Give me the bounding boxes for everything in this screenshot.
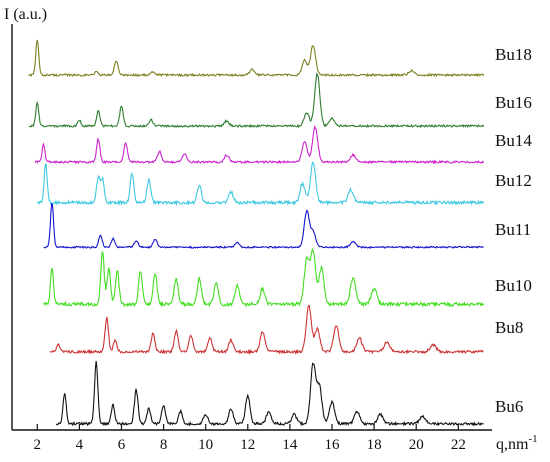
series-label-bu14: Bu14 bbox=[495, 131, 532, 150]
series-line-bu8 bbox=[49, 304, 484, 355]
series-label-bu11: Bu11 bbox=[495, 220, 531, 239]
axes: I (a.u.) q,nm-1 bbox=[4, 6, 538, 453]
x-tick-label: 8 bbox=[160, 437, 168, 453]
x-tick-label: 4 bbox=[76, 437, 84, 453]
x-tick-label: 12 bbox=[240, 437, 255, 453]
series-line-bu18 bbox=[28, 39, 485, 78]
x-ticks: 2 4 6 8 10 12 14 16 18 20 22 bbox=[34, 424, 466, 453]
series-line-bu14 bbox=[34, 125, 485, 165]
series-line-bu10 bbox=[43, 247, 485, 308]
series-label-bu12: Bu12 bbox=[495, 171, 532, 190]
x-tick-label: 20 bbox=[409, 437, 424, 453]
series-label-bu8: Bu8 bbox=[495, 318, 523, 337]
series-line-bu11 bbox=[43, 202, 484, 249]
x-tick-label: 18 bbox=[367, 437, 382, 453]
series-line-bu6 bbox=[55, 360, 484, 427]
x-axis-label: q,nm-1 bbox=[496, 433, 538, 453]
x-tick-label: 22 bbox=[451, 437, 466, 453]
x-tick-label: 2 bbox=[34, 437, 42, 453]
y-axis-label: I (a.u.) bbox=[4, 6, 47, 23]
series-line-bu12 bbox=[36, 161, 485, 207]
x-tick-label: 10 bbox=[198, 437, 213, 453]
x-tick-label: 16 bbox=[325, 437, 341, 453]
series-label-bu16: Bu16 bbox=[495, 93, 532, 112]
x-tick-label: 14 bbox=[282, 437, 298, 453]
series-label-bu6: Bu6 bbox=[495, 397, 523, 416]
series-label-bu10: Bu10 bbox=[495, 276, 532, 295]
series-group: Bu18 Bu16 Bu14 Bu12 Bu11 Bu10 Bu8 Bu6 bbox=[28, 39, 532, 427]
series-line-bu16 bbox=[28, 72, 485, 129]
series-label-bu18: Bu18 bbox=[495, 45, 532, 64]
x-tick-label: 6 bbox=[118, 437, 126, 453]
